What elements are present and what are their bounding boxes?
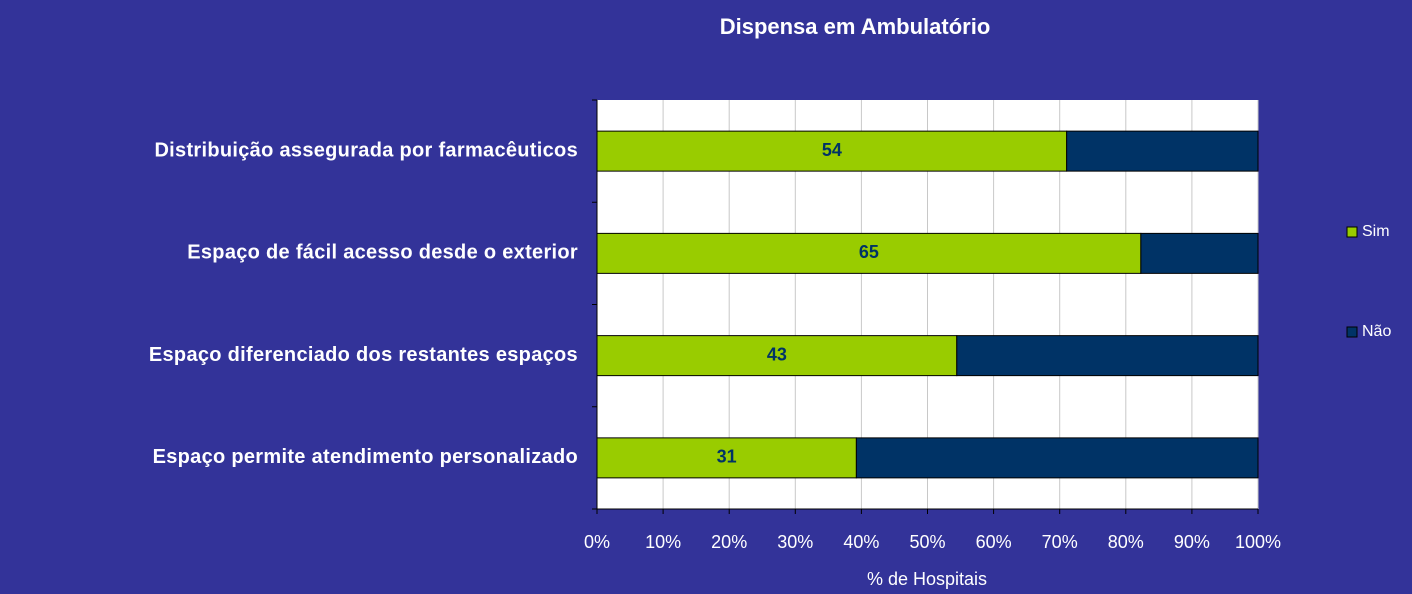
x-tick-label: 100% bbox=[1235, 532, 1281, 552]
bar bbox=[596, 335, 958, 377]
x-tick-label: 20% bbox=[711, 532, 747, 552]
data-label: 31 bbox=[717, 447, 737, 467]
data-label: 65 bbox=[859, 242, 879, 262]
x-tick-label: 0% bbox=[584, 532, 610, 552]
bar bbox=[1140, 232, 1259, 274]
x-tick-label: 80% bbox=[1108, 532, 1144, 552]
x-tick-label: 40% bbox=[843, 532, 879, 552]
x-tick-label: 30% bbox=[777, 532, 813, 552]
legend-label: Não bbox=[1362, 323, 1391, 340]
bar bbox=[596, 130, 1068, 172]
bar bbox=[596, 437, 857, 479]
legend-swatch bbox=[1346, 226, 1358, 238]
x-axis-title: % de Hospitais bbox=[867, 569, 987, 589]
bar bbox=[956, 335, 1259, 377]
bar bbox=[1066, 130, 1259, 172]
y-tick-label: Espaço diferenciado dos restantes espaço… bbox=[149, 344, 578, 366]
x-tick-label: 70% bbox=[1042, 532, 1078, 552]
data-label: 43 bbox=[767, 344, 787, 364]
bar bbox=[596, 232, 1142, 274]
x-tick-label: 50% bbox=[909, 532, 945, 552]
data-label: 54 bbox=[822, 140, 842, 160]
x-tick-label: 60% bbox=[976, 532, 1012, 552]
legend-label: Sim bbox=[1362, 223, 1390, 240]
bar bbox=[855, 437, 1259, 479]
legend-swatch bbox=[1346, 326, 1358, 338]
y-tick-label: Distribuição assegurada por farmacêutico… bbox=[154, 139, 578, 161]
y-tick-label: Espaço permite atendimento personalizado bbox=[153, 446, 578, 468]
chart-title: Dispensa em Ambulatório bbox=[720, 14, 991, 39]
x-tick-label: 90% bbox=[1174, 532, 1210, 552]
x-tick-label: 10% bbox=[645, 532, 681, 552]
y-tick-label: Espaço de fácil acesso desde o exterior bbox=[187, 242, 578, 264]
